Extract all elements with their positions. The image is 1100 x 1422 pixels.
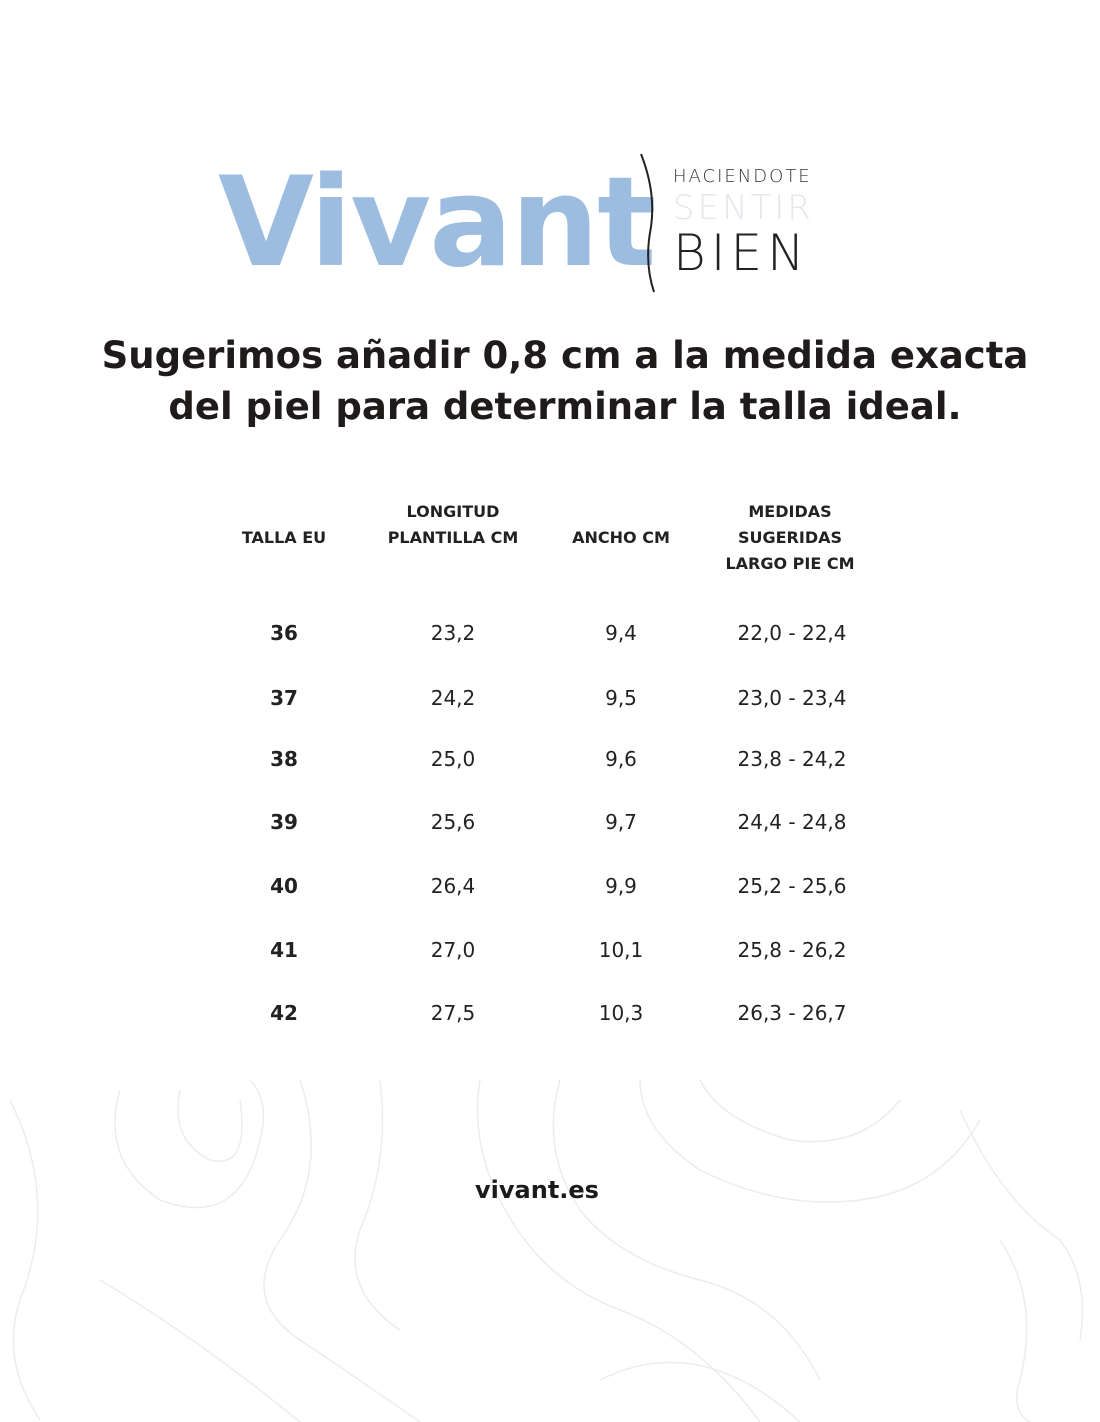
- cell-width: 9,4: [605, 621, 637, 645]
- cell-foot-length: 25,8 - 26,2: [737, 938, 847, 962]
- cell-width: 9,5: [605, 686, 637, 710]
- headline-line-1: Sugerimos añadir 0,8 cm a la medida exac…: [101, 334, 1029, 377]
- cell-insole-length: 25,6: [430, 810, 476, 834]
- vivant-logo: Vivant HACIENDOTE SENTIR BIEN: [218, 148, 828, 298]
- cell-size: 41: [270, 938, 298, 962]
- cell-insole-length: 24,2: [430, 686, 476, 710]
- cell-size: 40: [270, 874, 298, 898]
- logo-curve-icon: [640, 153, 655, 293]
- website-link[interactable]: vivant.es: [475, 1176, 599, 1204]
- header-text: PLANTILLA CM: [387, 528, 519, 547]
- cell-insole-length: 23,2: [430, 621, 476, 645]
- headline: Sugerimos añadir 0,8 cm a la medida exac…: [0, 330, 1100, 432]
- cell-width: 10,1: [598, 938, 644, 962]
- headline-line-2: del piel para determinar la talla ideal.: [168, 385, 962, 428]
- cell-foot-length: 25,2 - 25,6: [737, 874, 847, 898]
- logo-brand: Vivant: [218, 151, 656, 295]
- header-ancho: ANCHO CM: [531, 525, 711, 551]
- cell-foot-length: 24,4 - 24,8: [737, 810, 847, 834]
- cell-insole-length: 27,5: [430, 1001, 476, 1025]
- header-text: SUGERIDAS: [737, 528, 843, 547]
- header-longitud: LONGITUD PLANTILLA CM: [363, 499, 543, 551]
- cell-insole-length: 27,0: [430, 938, 476, 962]
- cell-size: 42: [270, 1001, 298, 1025]
- header-text: LARGO PIE CM: [725, 554, 855, 573]
- logo-tagline-1: HACIENDOTE: [673, 166, 812, 187]
- logo-tagline-3: BIEN: [673, 224, 810, 282]
- cell-size: 36: [270, 621, 298, 645]
- cell-foot-length: 23,0 - 23,4: [737, 686, 847, 710]
- header-text: LONGITUD: [406, 502, 500, 521]
- cell-foot-length: 23,8 - 24,2: [737, 747, 847, 771]
- cell-width: 9,7: [605, 810, 637, 834]
- cell-width: 9,6: [605, 747, 637, 771]
- header-medidas: MEDIDAS SUGERIDAS LARGO PIE CM: [700, 499, 880, 577]
- cell-foot-length: 22,0 - 22,4: [737, 621, 847, 645]
- cell-size: 38: [270, 747, 298, 771]
- header-text: ANCHO CM: [572, 528, 670, 547]
- logo-tagline-2: SENTIR: [673, 188, 814, 228]
- cell-size: 37: [270, 686, 298, 710]
- cell-width: 9,9: [605, 874, 637, 898]
- cell-foot-length: 26,3 - 26,7: [737, 1001, 847, 1025]
- cell-width: 10,3: [598, 1001, 644, 1025]
- cell-insole-length: 25,0: [430, 747, 476, 771]
- cell-size: 39: [270, 810, 298, 834]
- header-text: MEDIDAS: [748, 502, 832, 521]
- topographic-background: [9, 1080, 1084, 1422]
- header-text: TALLA EU: [241, 528, 327, 547]
- cell-insole-length: 26,4: [430, 874, 476, 898]
- header-talla-eu: TALLA EU: [194, 525, 374, 551]
